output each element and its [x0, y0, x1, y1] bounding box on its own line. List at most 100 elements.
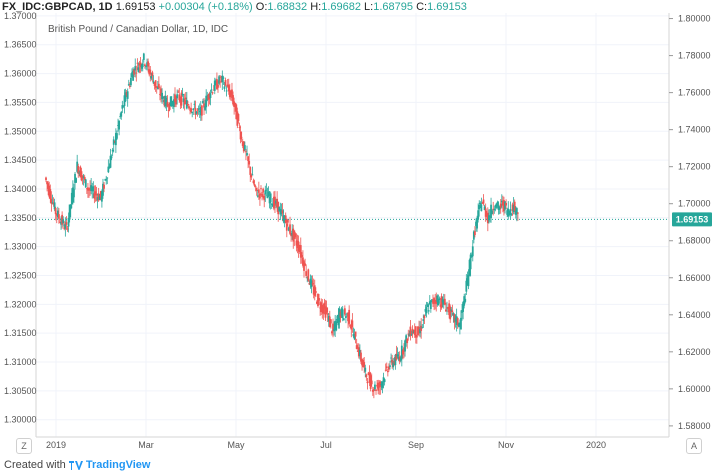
candle-up: [131, 68, 133, 78]
candle-up: [185, 91, 188, 110]
candle-down: [262, 187, 265, 199]
candle-down: [350, 319, 353, 338]
candle-up: [429, 299, 432, 313]
candle-down: [326, 307, 329, 322]
time-tick-label: Sep: [408, 440, 424, 450]
left-tick-label: 1.30500: [4, 386, 37, 396]
time-tick-label: 2019: [46, 440, 66, 450]
candle-up: [78, 170, 81, 177]
candle-down: [157, 76, 160, 90]
candle-up: [345, 313, 347, 324]
candle-up: [422, 314, 425, 328]
candle-down: [52, 197, 55, 207]
candle-up: [461, 303, 463, 321]
right-tick-label: 1.60000: [678, 384, 711, 394]
candle-up: [268, 190, 271, 209]
left-price-axis[interactable]: 1.37000 1.36500 1.36000 1.35500 1.35000 1.345…: [4, 11, 37, 425]
candle-down: [242, 141, 245, 154]
candle-down: [235, 103, 238, 120]
candle-down: [363, 357, 366, 374]
right-tick-label: 1.80000: [678, 14, 711, 24]
candle-up: [452, 312, 455, 323]
candle-up: [53, 198, 56, 212]
candle-down: [447, 306, 449, 313]
candle-up: [82, 173, 85, 186]
candle-down: [388, 363, 390, 372]
candle-down: [357, 343, 360, 359]
candle-down: [318, 293, 320, 305]
candle-up: [436, 294, 439, 307]
candle-down: [492, 201, 495, 216]
candle-down: [217, 80, 219, 93]
candle-down: [240, 131, 243, 143]
candle-up: [476, 215, 478, 232]
candle-down: [474, 226, 476, 238]
right-tick-label: 1.76000: [678, 88, 711, 98]
candle-up: [477, 203, 480, 223]
candle-up: [335, 319, 338, 332]
candle-up: [338, 306, 341, 329]
candle-up: [488, 209, 490, 224]
candle-down: [144, 63, 146, 69]
candle-down: [435, 292, 438, 312]
tradingview-brand[interactable]: TradingView: [85, 459, 151, 471]
candle-up: [465, 274, 468, 296]
candle-up: [69, 203, 72, 218]
candle-down: [277, 201, 280, 222]
candle-up: [288, 226, 290, 232]
low-value: 1.68795: [373, 1, 413, 13]
right-price-axis[interactable]: 1.80000 1.78000 1.76000 1.74000 1.72000 1.700…: [669, 14, 711, 431]
candle-up: [441, 296, 444, 308]
left-tick-label: 1.36500: [4, 40, 37, 50]
candle-down: [54, 206, 57, 221]
candle-up: [98, 193, 101, 201]
candle-up: [176, 89, 179, 105]
candle-up: [104, 178, 107, 181]
candle-up: [410, 330, 413, 336]
auto-scale-button[interactable]: A: [686, 438, 702, 454]
zoom-button[interactable]: Z: [16, 438, 32, 454]
change-value: +0.00304 (+0.18%): [158, 1, 253, 13]
candle-down: [55, 213, 58, 224]
candle-up: [496, 200, 499, 209]
candle-up: [101, 189, 103, 208]
candle-down: [226, 78, 229, 88]
candle-down: [319, 301, 322, 316]
candle-down: [212, 85, 215, 91]
candle-series: [45, 52, 519, 399]
time-axis[interactable]: 2019 Mar May Jul Sep Nov 2020: [46, 440, 606, 450]
candle-down: [260, 185, 262, 196]
candle-down: [160, 85, 162, 103]
close-value: 1.69153: [427, 1, 467, 13]
candle-up: [479, 201, 482, 209]
candle-up: [111, 147, 114, 157]
candle-up: [489, 209, 491, 223]
candle-down: [135, 65, 138, 82]
candle-down: [163, 95, 166, 108]
candle-up: [74, 172, 76, 190]
candle-up: [156, 80, 159, 90]
candle-down: [482, 194, 485, 206]
candle-down: [200, 104, 203, 121]
candle-down: [453, 313, 456, 330]
candle-up: [428, 295, 431, 306]
candle-down: [151, 70, 154, 82]
candle-up: [463, 293, 466, 309]
candle-down: [77, 163, 80, 178]
candle-up: [205, 89, 208, 114]
symbol-label[interactable]: FX_IDC:GBPCAD, 1D: [2, 1, 113, 13]
candle-down: [252, 178, 255, 185]
candle-up: [508, 210, 511, 217]
left-tick-label: 1.33000: [4, 242, 37, 252]
candle-down: [407, 329, 410, 341]
candle-up: [214, 78, 217, 86]
candle-down: [368, 365, 371, 386]
candle-down: [147, 58, 150, 73]
candle-up: [96, 193, 99, 209]
candle-up: [279, 202, 282, 221]
candle-down: [220, 75, 223, 83]
candle-down: [224, 77, 227, 87]
candle-down: [413, 323, 416, 338]
candle-up: [450, 307, 453, 318]
